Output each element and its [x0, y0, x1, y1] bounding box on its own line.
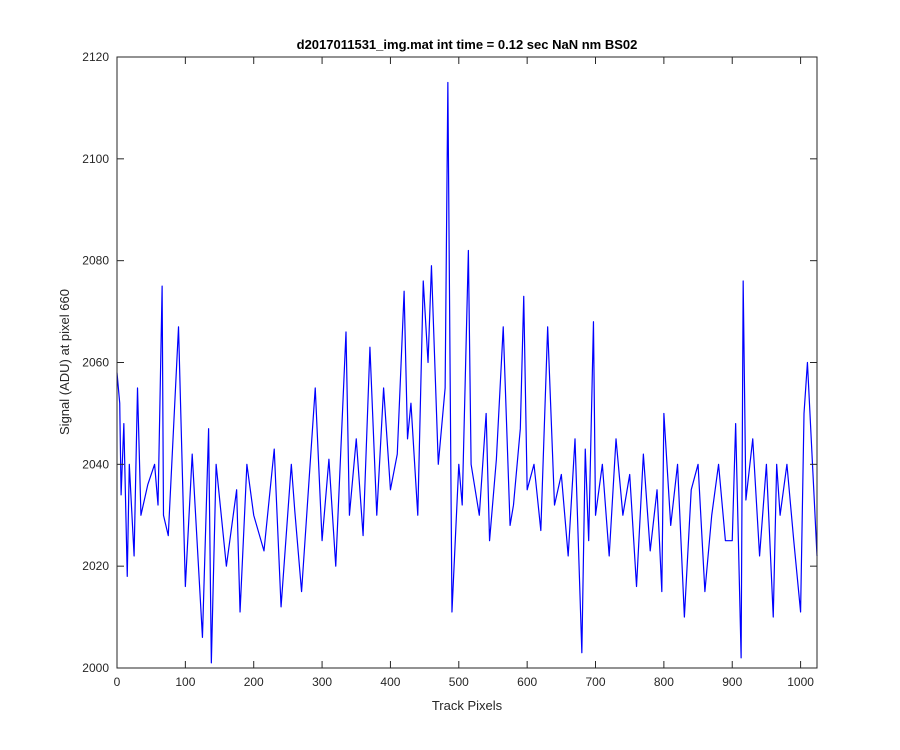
y-tick-label: 2040 — [82, 457, 109, 471]
series-line-0 — [116, 81, 818, 664]
y-tick-label: 2060 — [82, 356, 109, 370]
x-tick-label: 700 — [586, 675, 606, 689]
x-tick-label: 600 — [517, 675, 537, 689]
y-tick-label: 2020 — [82, 559, 109, 573]
y-tick-label: 2080 — [82, 254, 109, 268]
chart-title: d2017011531_img.mat int time = 0.12 sec … — [297, 37, 638, 52]
x-tick-label: 100 — [175, 675, 195, 689]
x-tick-label: 0 — [114, 675, 121, 689]
series-layer — [116, 81, 818, 664]
x-tick-label: 500 — [449, 675, 469, 689]
y-tick-label: 2000 — [82, 661, 109, 675]
x-tick-label: 400 — [380, 675, 400, 689]
x-ticks: 0 100 200 300 400 500 600 700 800 900 1000 — [114, 57, 814, 689]
x-tick-label: 800 — [654, 675, 674, 689]
plot-area — [117, 57, 817, 668]
y-tick-label: 2120 — [82, 50, 109, 64]
x-tick-label: 200 — [244, 675, 264, 689]
y-axis-label: Signal (ADU) at pixel 660 — [57, 289, 72, 435]
x-tick-label: 300 — [312, 675, 332, 689]
y-ticks: 2000 2020 2040 2060 2080 2100 2120 — [82, 50, 817, 675]
x-axis-label: Track Pixels — [432, 698, 503, 713]
x-tick-label: 900 — [722, 675, 742, 689]
y-tick-label: 2100 — [82, 152, 109, 166]
x-tick-label: 1000 — [787, 675, 814, 689]
